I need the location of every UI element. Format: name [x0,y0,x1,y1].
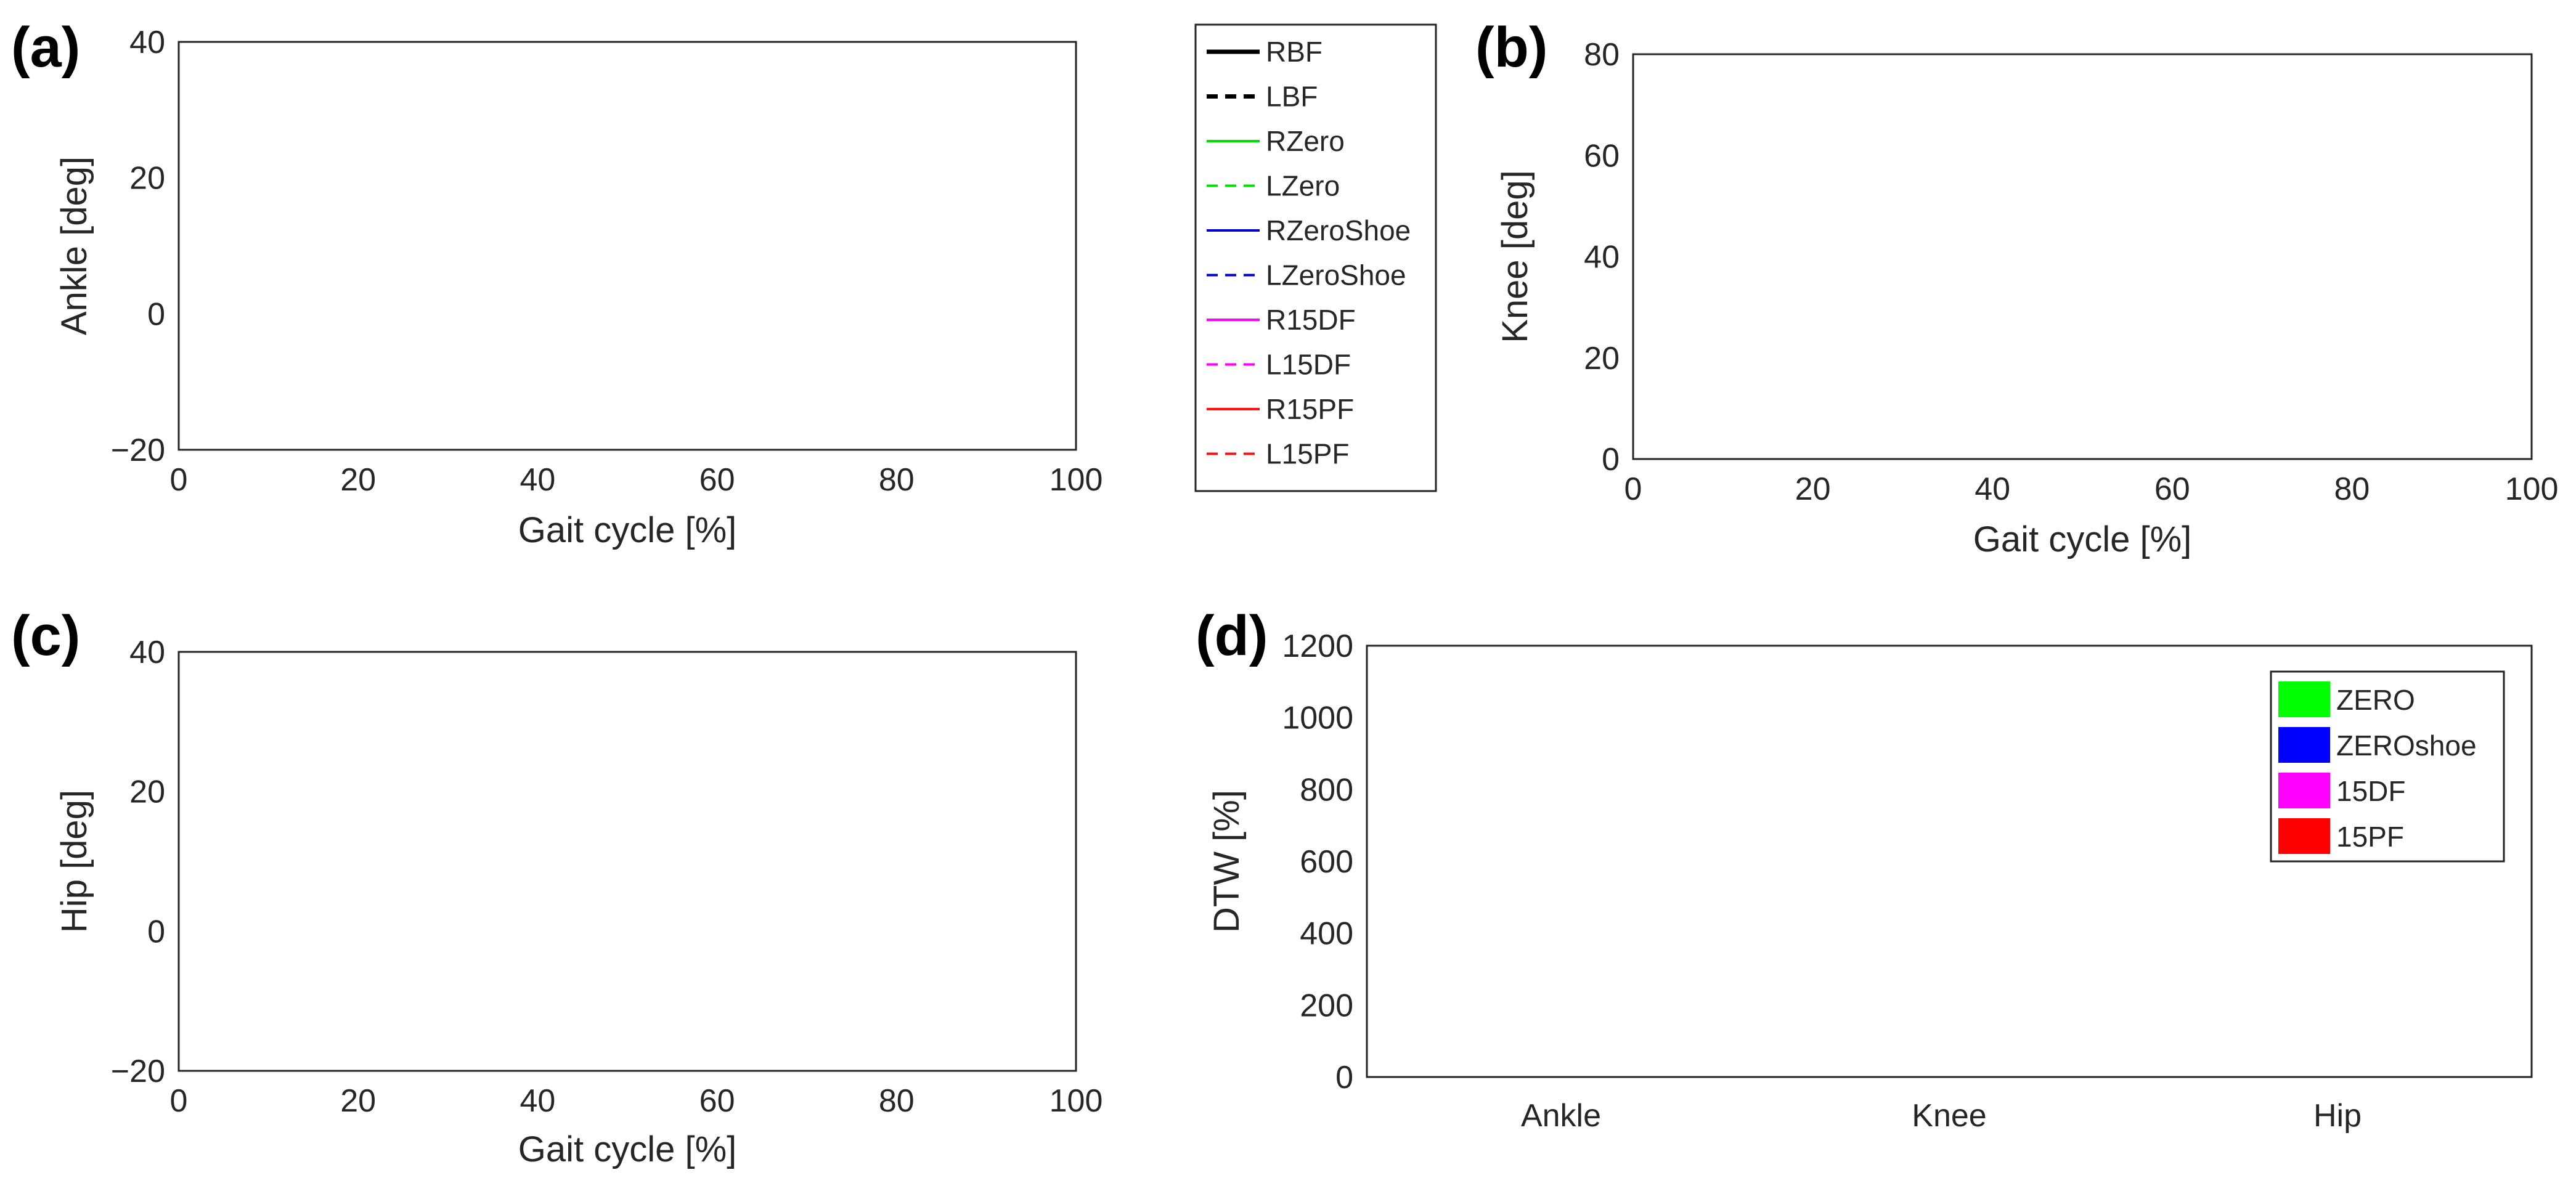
panel-label: (a) [11,16,80,79]
legend-label: RZeroShoe [1266,214,1411,246]
y-axis-title: DTW [%] [1207,790,1247,933]
legend-label: ZERO [2336,684,2415,716]
x-tick-label: 100 [1050,1083,1103,1119]
y-tick-label: 40 [129,635,165,670]
legend-label: RBF [1266,36,1323,68]
legend-label: LZeroShoe [1266,259,1406,291]
line-legend-box [1194,23,1437,492]
panel-b: 0 20 40 60 80 100 0 20 40 60 80 Gait cycle [%] Knee … [1475,16,2558,559]
y-axis-title: Ankle [deg] [54,156,94,335]
plot-frame [177,41,1077,451]
y-axis-title: Knee [deg] [1495,170,1535,343]
y-tick-label: 20 [1584,341,1620,376]
x-tick-label: 20 [1795,471,1831,507]
y-tick-label: 60 [1584,138,1620,174]
legend-label: L15PF [1266,438,1350,470]
y-tick-label: 20 [129,161,165,197]
legend-label: LBF [1266,81,1318,113]
x-tick-label: 0 [1624,471,1642,507]
legend-label: ZEROshoe [2336,730,2477,762]
x-axis-title: Gait cycle [%] [518,1129,737,1169]
y-axis-title: Hip [deg] [54,790,94,933]
y-tick-label: −20 [111,1054,165,1089]
x-tick-label: 80 [2334,471,2370,507]
legend-swatch-15df [2278,773,2330,808]
y-tick-label: 0 [1335,1060,1353,1095]
x-axis-title: Gait cycle [%] [518,510,737,550]
x-tick-label: 100 [1050,462,1103,498]
x-tick-label: 0 [170,462,188,498]
plot-frame [1632,53,2533,460]
y-tick-label: 200 [1300,988,1353,1023]
legend-label: R15PF [1266,393,1354,425]
y-tick-label: 40 [129,25,165,60]
x-tick-label: 40 [520,1083,555,1119]
y-tick-label: 20 [129,774,165,810]
legend-label: L15DF [1266,349,1351,381]
legend-label: LZero [1266,170,1340,202]
x-tick-label: 0 [170,1083,188,1119]
y-tick-label: 0 [147,296,165,332]
y-tick-label: 400 [1300,916,1353,952]
x-axis-title: Gait cycle [%] [1973,519,2192,559]
legend-swatch-15pf [2278,818,2330,854]
x-tick-label: 20 [340,1083,376,1119]
y-tick-label: 40 [1584,240,1620,275]
x-tick-label: 80 [879,1083,915,1119]
category-label: Ankle [1521,1098,1601,1134]
x-tick-label: 60 [2154,471,2190,507]
panel-label: (c) [11,604,80,667]
legend-swatch-zeroshoe [2278,727,2330,763]
legend-swatch-zero [2278,681,2330,717]
line-legend: RBF LBF RZero LZero RZeroShoe LZeroShoe R15DF L… [1194,23,1437,492]
y-tick-label: 1200 [1282,628,1353,664]
panel-d: 020040060080010001200Ankle245%430%1030%1… [1196,604,2533,1134]
x-tick-label: 80 [879,462,915,498]
x-tick-label: 20 [340,462,376,498]
category-label: Hip [2313,1098,2362,1134]
y-tick-label: 0 [1602,442,1620,478]
y-tick-label: 1000 [1282,701,1353,736]
x-tick-label: 60 [699,462,735,498]
y-tick-label: 0 [147,914,165,949]
panel-label: (b) [1475,16,1547,79]
y-tick-label: 80 [1584,37,1620,73]
bar-legend: ZERO ZEROshoe 15DF 15PF [2270,670,2505,863]
legend-label: 15DF [2336,775,2405,807]
x-tick-label: 40 [520,462,555,498]
legend-label: 15PF [2336,821,2404,853]
category-label: Knee [1912,1098,1986,1134]
legend-label: R15DF [1266,304,1356,336]
legend-label: RZero [1266,125,1345,157]
plot-frame [177,651,1077,1072]
x-tick-label: 100 [2505,471,2559,507]
panel-label: (d) [1196,604,1268,667]
y-tick-label: 800 [1300,772,1353,808]
y-tick-label: −20 [111,433,165,468]
x-tick-label: 60 [699,1083,735,1119]
x-tick-label: 40 [1975,471,2010,507]
y-tick-label: 600 [1300,844,1353,880]
